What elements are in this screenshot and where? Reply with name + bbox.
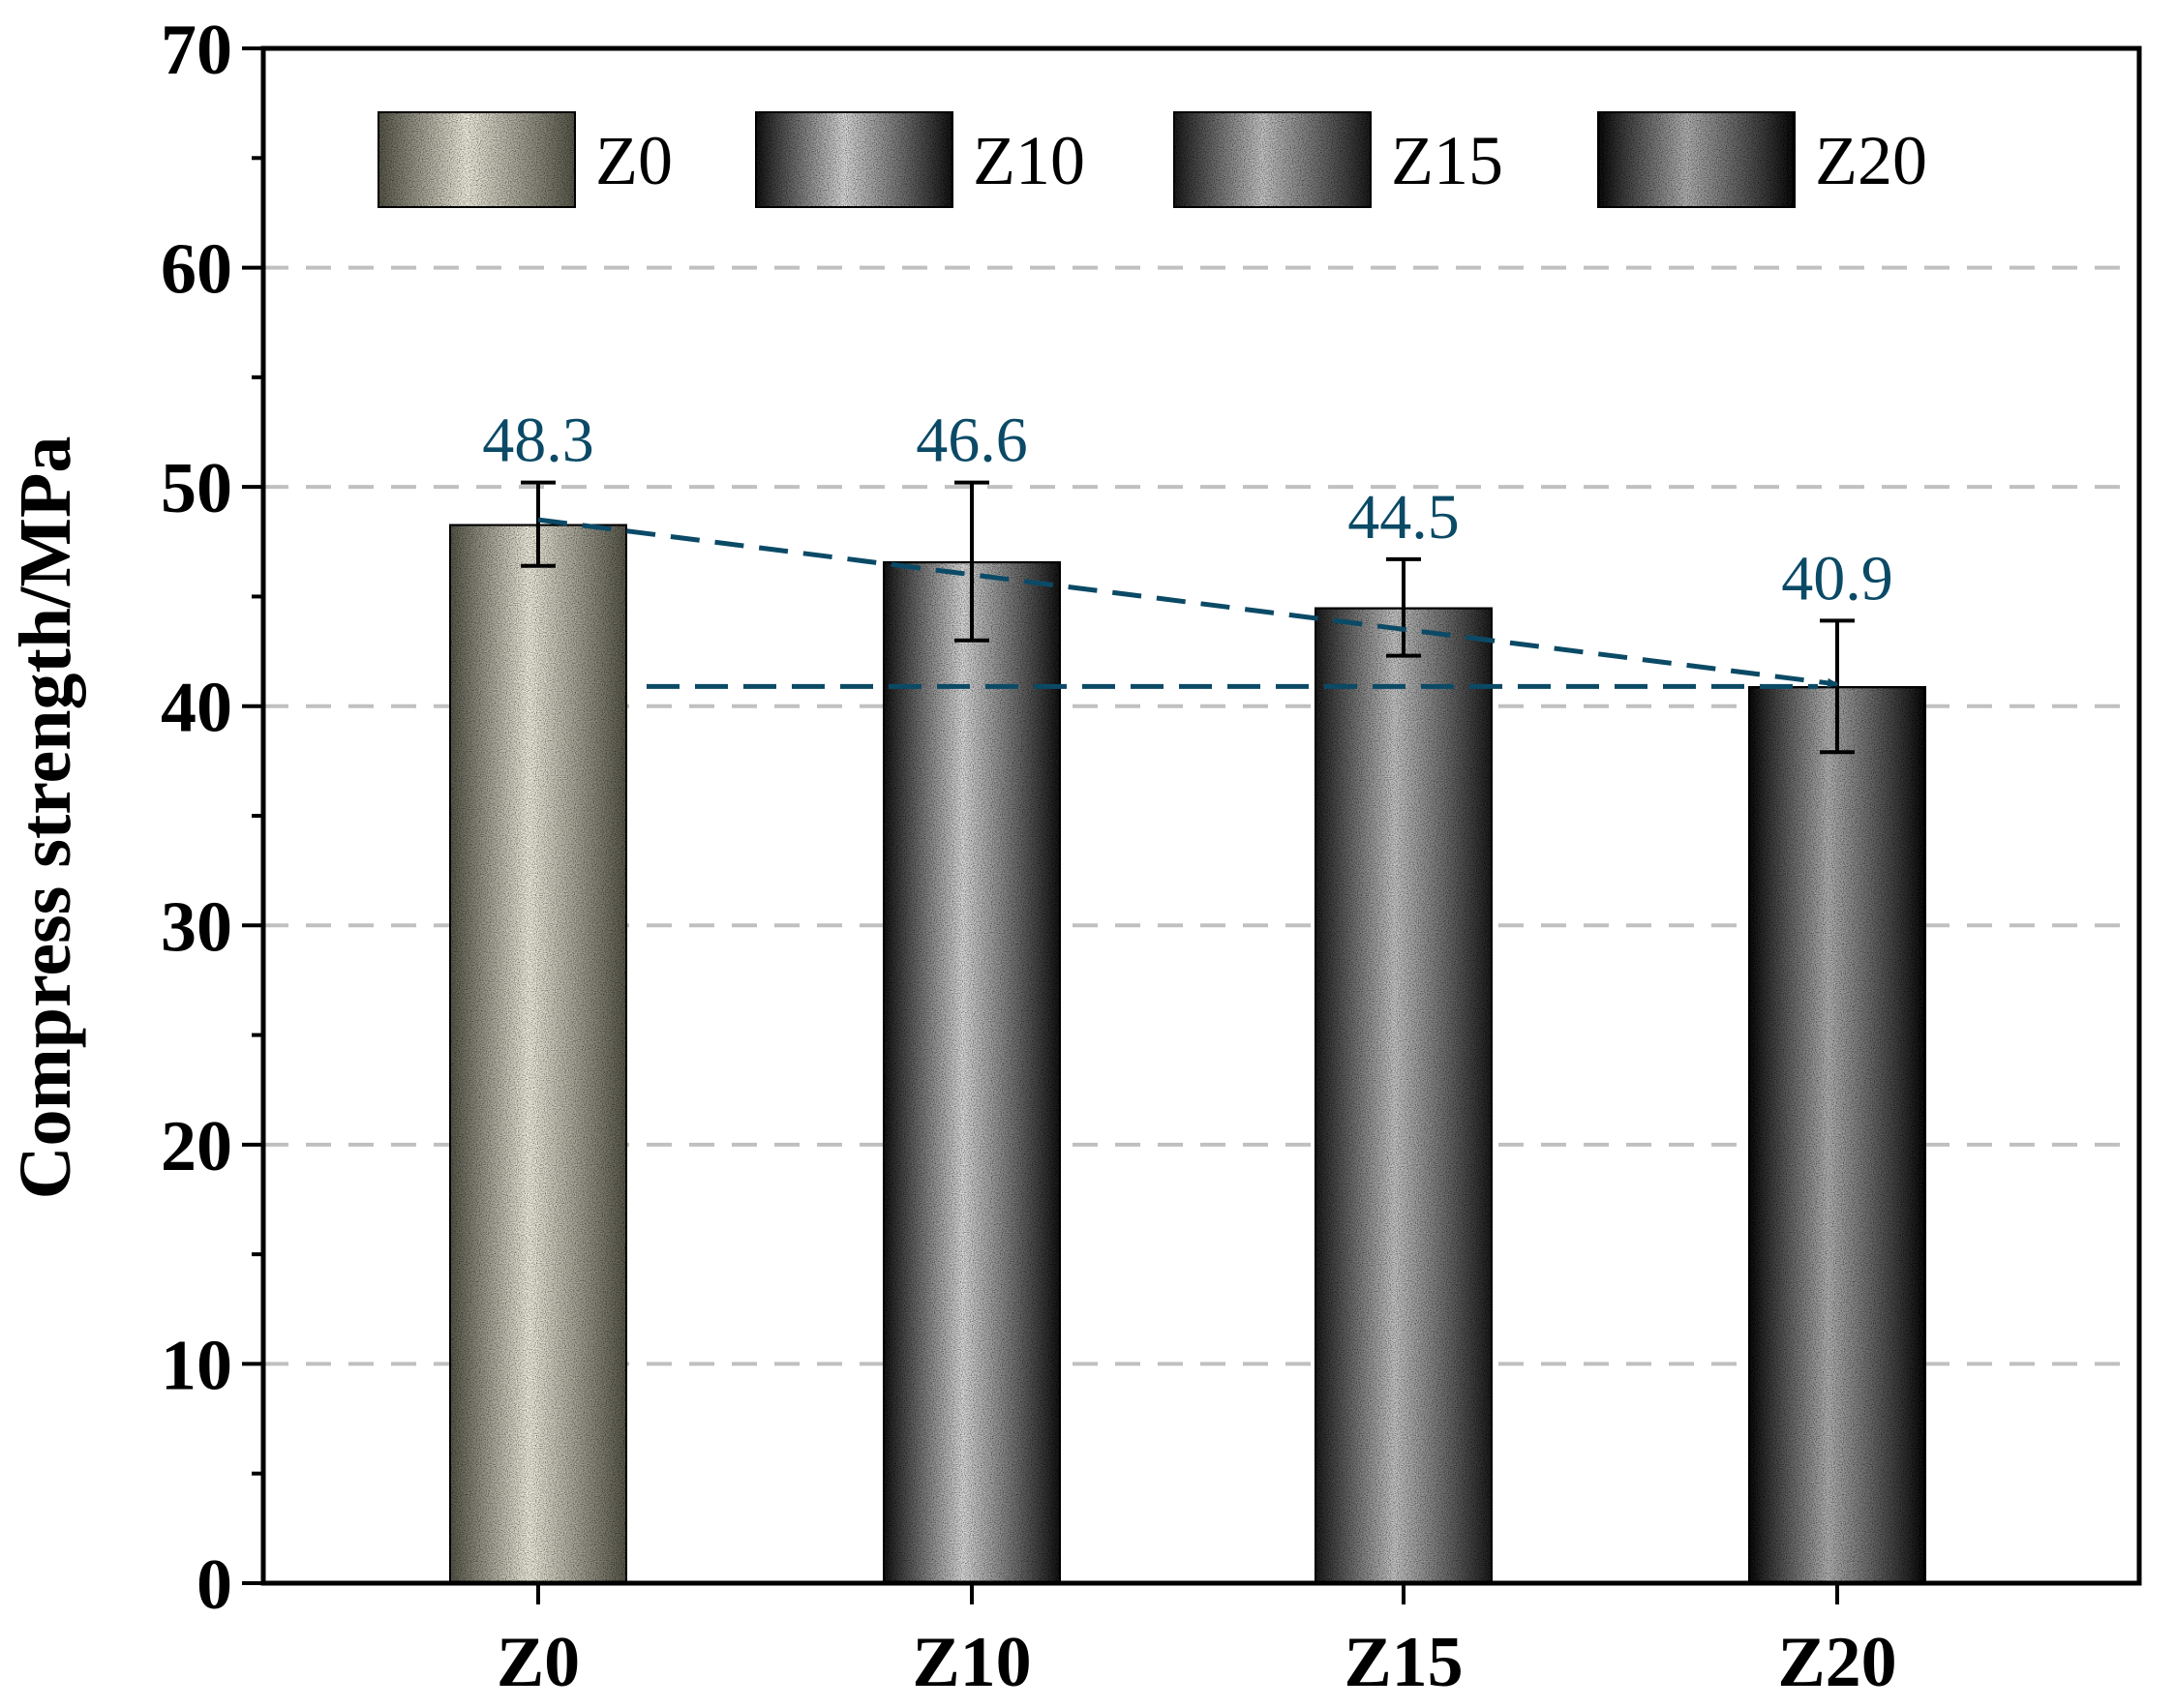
y-tick-label: 10 [161, 1326, 232, 1405]
trend-annotations [537, 517, 1839, 689]
legend: Z0 Z10 Z15 Z20 [376, 109, 1927, 210]
x-tick-label-z15: Z15 [1344, 1623, 1463, 1702]
error-bars [521, 480, 1855, 755]
y-tick-label: 20 [161, 1107, 232, 1186]
bar-z10 [881, 559, 1063, 1585]
legend-item-z15: Z15 [1171, 109, 1503, 210]
axes: 0 10 20 30 40 50 60 70 Z0 Z10 Z15 Z20 [161, 11, 2142, 1702]
data-label-z20: 40.9 [1781, 543, 1893, 614]
x-tick-label-z20: Z20 [1777, 1623, 1896, 1702]
data-label-z0: 48.3 [482, 405, 594, 476]
error-bar-z15 [1386, 556, 1421, 658]
bar-z15 [1313, 605, 1495, 1585]
legend-swatch [753, 109, 955, 210]
legend-label: Z15 [1391, 122, 1503, 199]
bar-z0 [447, 522, 629, 1585]
legend-item-z20: Z20 [1595, 109, 1927, 210]
x-tick-label-z10: Z10 [912, 1623, 1031, 1702]
y-tick-label: 50 [161, 449, 232, 528]
y-axis-title: Compress strength/MPa [5, 436, 86, 1200]
legend-swatch [1595, 109, 1798, 210]
y-tick-label: 30 [161, 887, 232, 967]
y-tick-label: 70 [161, 11, 232, 90]
bar-z20 [1746, 684, 1928, 1585]
legend-label: Z20 [1815, 122, 1927, 199]
legend-swatch [1171, 109, 1374, 210]
legend-item-z0: Z0 [376, 109, 673, 210]
error-bar-z0 [521, 480, 556, 568]
legend-swatch [376, 109, 578, 210]
y-tick-label: 0 [196, 1545, 232, 1625]
error-bar-z10 [954, 480, 989, 643]
y-tick-label: 40 [161, 669, 232, 748]
y-tick-label: 60 [161, 230, 232, 310]
legend-item-z10: Z10 [753, 109, 1085, 210]
bars [447, 522, 1928, 1585]
legend-label: Z10 [973, 122, 1085, 199]
legend-label: Z0 [595, 122, 673, 199]
data-labels: 48.3 46.6 44.5 40.9 [482, 405, 1893, 614]
data-label-z15: 44.5 [1347, 482, 1460, 553]
data-label-z10: 46.6 [916, 405, 1028, 476]
trend-arrow [537, 517, 1839, 688]
x-tick-label-z0: Z0 [497, 1623, 580, 1702]
